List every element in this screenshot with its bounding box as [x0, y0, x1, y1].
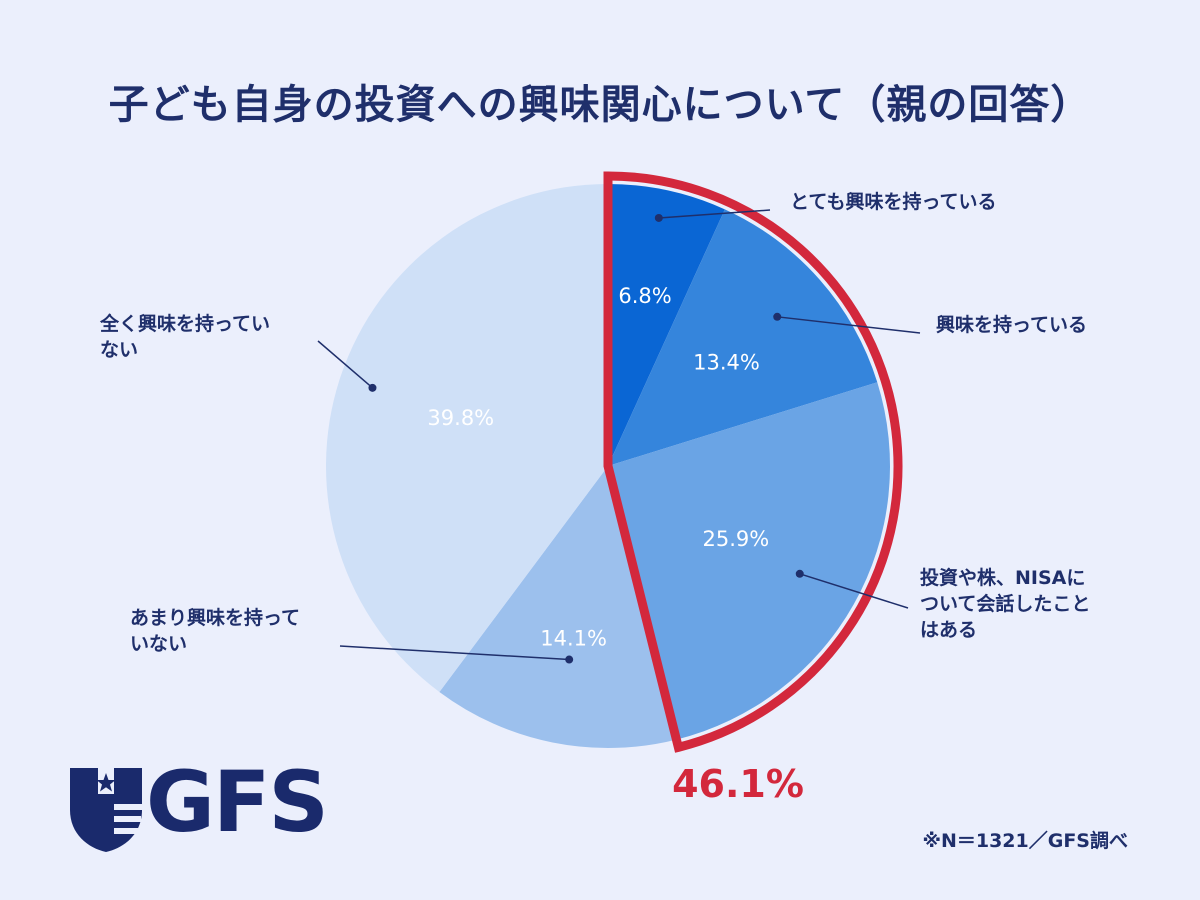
- slice-value-label: 13.4%: [693, 351, 760, 375]
- slice-value-label: 25.9%: [702, 527, 769, 551]
- leader-line: [658, 209, 771, 219]
- highlight-total-label: 46.1%: [672, 762, 804, 806]
- chart-title: 子ども自身の投資への興味関心について（親の回答）: [108, 82, 1092, 128]
- pie-slice: [326, 184, 608, 693]
- slice-category-label: 全く興味を持っていない: [99, 312, 270, 361]
- pie-slice: [439, 466, 677, 748]
- slice-category-label: とても興味を持っている: [790, 190, 997, 213]
- leader-line: [317, 340, 373, 389]
- slice-value-label: 6.8%: [618, 284, 671, 308]
- leader-line: [799, 573, 909, 609]
- highlight-outline: [603, 171, 903, 753]
- slice-category-label: 投資や株、NISAについて会話したことはある: [920, 566, 1090, 641]
- pie-slice: [608, 382, 890, 740]
- shield-icon: [70, 768, 142, 852]
- pie-slice: [608, 209, 878, 467]
- pie-slice: [608, 184, 725, 466]
- leader-line: [339, 645, 570, 661]
- logo-text: GFS: [146, 753, 329, 851]
- slice-category-label: あまり興味を持っていない: [130, 606, 300, 655]
- slice-value-label: 39.8%: [427, 406, 494, 430]
- source-note: ※N＝1321／GFS調べ: [922, 830, 1128, 852]
- slice-value-label: 14.1%: [540, 626, 607, 650]
- leader-line: [777, 316, 921, 334]
- slice-category-label: 興味を持っている: [936, 313, 1087, 336]
- gfs-logo: GFS: [68, 760, 329, 854]
